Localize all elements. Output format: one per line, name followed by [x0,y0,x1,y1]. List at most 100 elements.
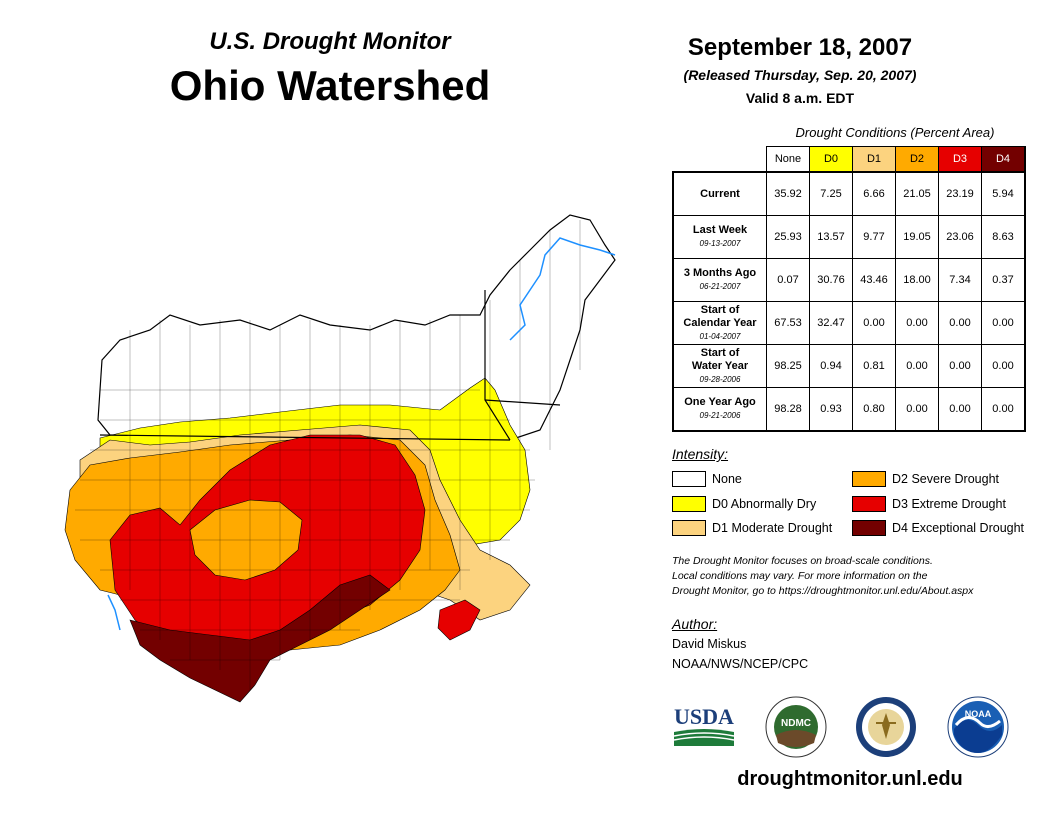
legend-swatch-d3 [852,496,886,512]
legend-swatch-d4 [852,520,886,536]
table-cell: 7.25 [809,171,853,216]
col-header-d3: D3 [938,146,982,173]
table-row: Current 35.92 7.25 6.66 21.05 23.19 5.94 [672,171,1026,216]
table-cell: 9.77 [852,215,896,259]
author-name: David Miskus [672,637,747,651]
table-cell: 98.28 [766,387,810,432]
table-cell: 0.80 [852,387,896,432]
table-cell: 0.94 [809,344,853,388]
table-cell: 18.00 [895,258,939,302]
ndmc-logo-text: NDMC [781,718,811,729]
author-title: Author: [672,616,718,632]
table-cell: 0.37 [981,258,1026,302]
table-cell: 19.05 [895,215,939,259]
row-label: Current [672,171,767,216]
col-header-d2: D2 [895,146,939,173]
table-cell: 13.57 [809,215,853,259]
legend-swatch-d0 [672,496,706,512]
table-cell: 0.00 [981,301,1026,345]
table-title: Drought Conditions (Percent Area) [795,125,995,140]
table-cell: 7.34 [938,258,982,302]
legend-label: None [712,472,742,486]
row-label-text-2: Water Year [691,359,749,372]
table-cell: 0.00 [981,387,1026,432]
row-label: Start of Water Year 09-28-2006 [672,344,767,388]
table-cell: 0.00 [895,387,939,432]
rivers [107,237,616,631]
col-header-none: None [766,146,810,173]
legend-label: D4 Exceptional Drought [892,521,1025,535]
row-label-text: Current [700,187,740,200]
author-org: NOAA/NWS/NCEP/CPC [672,657,809,671]
note-line: The Drought Monitor focuses on broad-sca… [672,555,933,567]
legend-label: D3 Extreme Drought [892,497,1006,511]
legend-item-d2: D2 Severe Drought [852,471,999,487]
table-cell: 0.00 [852,301,896,345]
ndmc-logo: NDMC [765,696,827,758]
row-label-text: One Year Ago [684,396,756,408]
table-cell: 0.00 [938,387,982,432]
d3-east-area [437,599,481,641]
usda-logo-text: USDA [674,704,734,729]
map-subtitle: U.S. Drought Monitor [209,28,451,55]
legend-label: D1 Moderate Drought [712,521,833,535]
row-date: 09-21-2006 [699,411,741,420]
table-cell: 21.05 [895,171,939,216]
table-cell: 0.93 [809,387,853,432]
state-boundaries [99,290,561,441]
noaa-logo: NOAA [947,696,1009,758]
table-cell: 0.00 [895,301,939,345]
legend-label: D0 Abnormally Dry [712,497,817,511]
legend-item-d3: D3 Extreme Drought [852,496,1006,512]
col-header-d1: D1 [852,146,896,173]
table-row: Last Week 09-13-2007 25.93 13.57 9.77 19.05 23… [672,215,1026,259]
legend-swatch-d2 [852,471,886,487]
row-label-text: Start of [700,303,740,316]
row-date: 09-28-2006 [699,374,741,384]
disclaimer-note: The Drought Monitor focuses on broad-sca… [672,554,1052,599]
legend-title: Intensity: [672,446,729,462]
drought-conditions-table: None D0 D1 D2 D3 D4 Current 35.92 7.25 6.66… [672,146,1026,432]
col-header-d4: D4 [981,146,1026,173]
legend-item-d0: D0 Abnormally Dry [672,496,816,512]
note-line: Drought Monitor, go to https://droughtmo… [672,585,974,597]
table-cell: 32.47 [809,301,853,345]
table-row: Start of Water Year 09-28-2006 98.25 0.94 0.8… [672,344,1026,388]
usda-logo: USDA [673,704,735,746]
commerce-seal-logo [856,697,916,757]
legend-swatch-d1 [672,520,706,536]
table-row: Start of Calendar Year 01-04-2007 67.53 32.4… [672,301,1026,345]
table-cell: 30.76 [809,258,853,302]
noaa-logo-text: NOAA [965,709,992,719]
table-cell: 35.92 [766,171,810,216]
release-date: (Released Thursday, Sep. 20, 2007) [683,67,917,83]
row-label: Start of Calendar Year 01-04-2007 [672,301,767,345]
legend-item-none: None [672,471,742,487]
table-cell: 8.63 [981,215,1026,259]
table-cell: 43.46 [852,258,896,302]
table-cell: 25.93 [766,215,810,259]
table-cell: 0.00 [938,344,982,388]
legend-item-d4: D4 Exceptional Drought [852,520,1024,536]
col-header-d0: D0 [809,146,853,173]
valid-date: September 18, 2007 [687,34,913,61]
website-link[interactable]: droughtmonitor.unl.edu [737,768,963,790]
table-cell: 98.25 [766,344,810,388]
table-corner [673,146,767,173]
table-cell: 0.00 [981,344,1026,388]
table-row: 3 Months Ago 06-21-2007 0.07 30.76 43.46 18.0… [672,258,1026,302]
legend-swatch-none [672,471,706,487]
row-date: 06-21-2007 [699,282,741,291]
table-cell: 5.94 [981,171,1026,216]
row-label-text-2: Calendar Year [683,316,757,329]
row-label: Last Week 09-13-2007 [672,215,767,259]
row-label-text: Start of [700,346,740,359]
table-cell: 67.53 [766,301,810,345]
table-cell: 0.07 [766,258,810,302]
row-label-text: Last Week [692,224,748,236]
county-lines [75,220,581,690]
row-label-text: 3 Months Ago [683,267,757,279]
valid-time: Valid 8 a.m. EDT [745,90,855,106]
map-title: Ohio Watershed [169,62,491,109]
table-cell: 23.06 [938,215,982,259]
